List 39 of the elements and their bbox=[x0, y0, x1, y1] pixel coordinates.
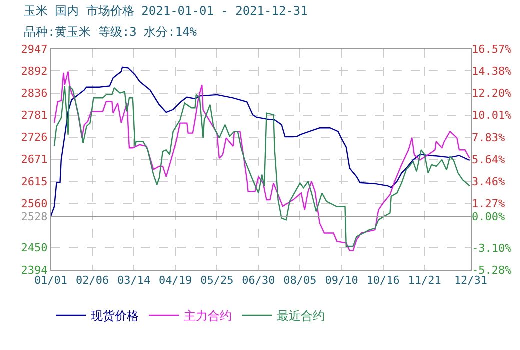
x-tick-label: 12/31 bbox=[454, 274, 488, 288]
y-tick-label: 2560 bbox=[21, 198, 48, 211]
x-tick-label: 10/16 bbox=[366, 274, 400, 288]
chart-subtitle: 品种:黄玉米 等级:3 水分:14% bbox=[24, 25, 198, 39]
y2-tick-label: 14.38% bbox=[472, 65, 512, 78]
x-tick-label: 05/25 bbox=[200, 274, 234, 288]
x-tick-label: 06/30 bbox=[242, 274, 276, 288]
y-tick-label: 2781 bbox=[21, 109, 48, 122]
y-tick-label: 2836 bbox=[21, 87, 48, 100]
y-tick-label: 2726 bbox=[21, 131, 48, 144]
y2-tick-label: 5.64% bbox=[472, 153, 506, 166]
x-tick-label: 08/05 bbox=[284, 274, 317, 288]
y-tick-label: 2394 bbox=[21, 264, 48, 277]
y-tick-label: 2528 bbox=[21, 210, 48, 224]
y-tick-label: 2947 bbox=[21, 42, 48, 56]
y-tick-label: 2892 bbox=[21, 64, 48, 78]
y-tick-label: 2671 bbox=[21, 153, 48, 166]
y2-tick-label: -5.28% bbox=[472, 264, 512, 277]
y-tick-label: 2615 bbox=[21, 176, 48, 189]
legend-label: 最近合约 bbox=[277, 309, 325, 324]
y2-tick-label: 10.01% bbox=[472, 109, 512, 122]
x-tick-label: 02/06 bbox=[76, 274, 110, 288]
y2-tick-label: 0.00% bbox=[472, 210, 506, 224]
legend-label: 现货价格 bbox=[91, 309, 139, 324]
y2-tick-label: 12.20% bbox=[472, 87, 512, 100]
x-tick-label: 09/10 bbox=[325, 274, 358, 288]
x-tick-label: 11/21 bbox=[408, 274, 442, 288]
x-tick-label: 03/14 bbox=[118, 274, 152, 288]
chart-title: 玉米 国内 市场价格 2021-01-01 - 2021-12-31 bbox=[24, 4, 308, 18]
x-tick-label: 01/01 bbox=[34, 274, 68, 288]
x-tick-label: 04/19 bbox=[159, 274, 192, 288]
y2-tick-label: -3.10% bbox=[472, 242, 512, 255]
line-series bbox=[51, 66, 470, 218]
y2-tick-label: 16.57% bbox=[472, 42, 512, 56]
y2-tick-label: 3.46% bbox=[472, 175, 506, 188]
y-tick-label: 2450 bbox=[21, 241, 48, 254]
y2-tick-label: 7.83% bbox=[472, 131, 506, 144]
y2-tick-label: 1.27% bbox=[472, 198, 506, 211]
legend-label: 主力合约 bbox=[184, 309, 232, 324]
